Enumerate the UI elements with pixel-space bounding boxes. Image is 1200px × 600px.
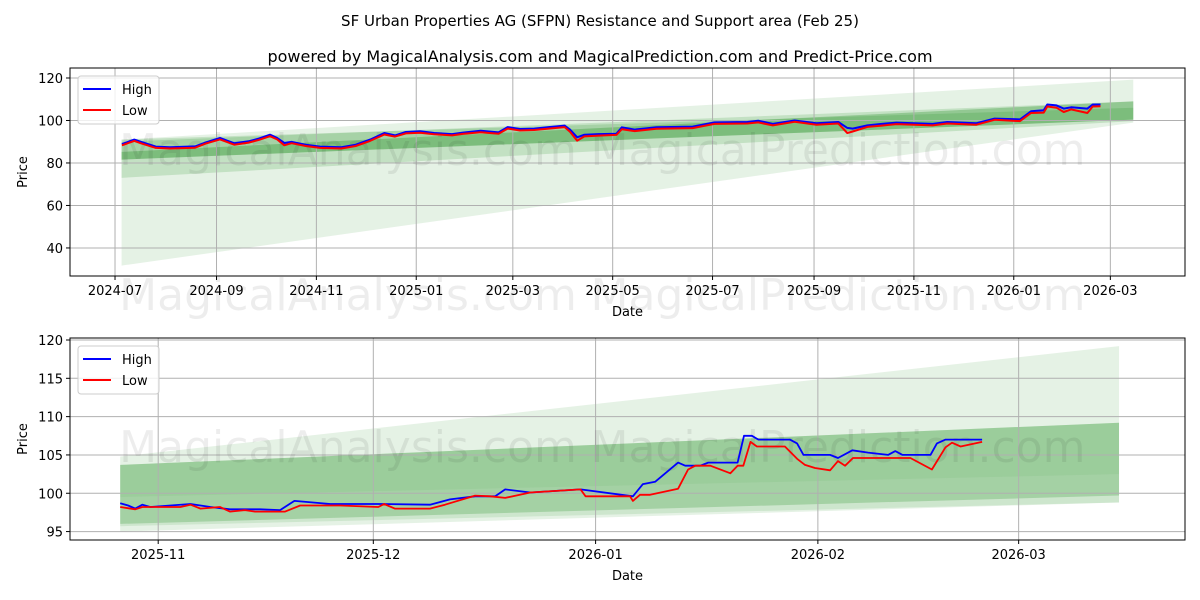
support-resistance-band — [120, 346, 1120, 532]
legend-label-low: Low — [122, 104, 148, 119]
x-tick-label: 2024-11 — [289, 284, 343, 299]
x-tick-label: 2026-01 — [568, 548, 622, 563]
top-chart-axes: 2024-07 2024-09 2024-11 2025-01 2025-03 2025-… — [16, 67, 1186, 321]
series-line-low — [121, 105, 1101, 150]
axes-frame — [69, 67, 1186, 277]
x-tick-label: 2025-11 — [131, 548, 185, 563]
x-tick-label: 2026-03 — [991, 548, 1045, 563]
x-tick-label: 2026-02 — [791, 548, 845, 563]
x-tick-label: 2025-12 — [346, 548, 400, 563]
y-tick-label: 100 — [38, 114, 63, 129]
legend-label-low: Low — [122, 374, 148, 389]
x-axis-label: Date — [612, 305, 643, 320]
series-line-high — [121, 103, 1101, 149]
x-tick-label: 2025-03 — [486, 284, 540, 299]
y-tick-label: 110 — [38, 411, 63, 426]
chart-title: SF Urban Properties AG (SFPN) Resistance… — [341, 12, 859, 30]
x-tick-label: 2024-07 — [88, 284, 142, 299]
x-tick-label: 2024-09 — [189, 284, 243, 299]
support-resistance-band — [120, 474, 1120, 527]
watermark-right: MagicalPrediction.com — [591, 270, 1086, 321]
legend: High Low — [77, 345, 160, 395]
y-tick-label: 60 — [46, 199, 63, 214]
watermark-right: MagicalPrediction.com — [591, 125, 1086, 176]
y-axis-label: Price — [16, 156, 31, 188]
axes-frame — [69, 337, 1186, 541]
y-tick-label: 40 — [46, 242, 63, 257]
y-tick-label: 80 — [46, 157, 63, 172]
legend-label-high: High — [122, 353, 152, 368]
y-tick-label: 115 — [38, 372, 63, 387]
x-tick-label: 2026-03 — [1083, 284, 1137, 299]
chart-subtitle: powered by MagicalAnalysis.com and Magic… — [267, 47, 932, 66]
y-tick-label: 95 — [46, 526, 63, 541]
x-tick-label: 2025-07 — [685, 284, 739, 299]
watermark-left: MagicalAnalysis.com — [119, 422, 577, 473]
x-tick-label: 2025-01 — [389, 284, 443, 299]
x-tick-label: 2025-11 — [887, 284, 941, 299]
support-resistance-band — [120, 422, 1120, 524]
watermark-left: MagicalAnalysis.com — [119, 270, 577, 321]
x-tick-label: 2026-01 — [987, 284, 1041, 299]
legend: High Low — [77, 75, 160, 125]
bottom-chart-axes: 2025-11 2025-12 2026-01 2026-02 2026-03 95 100… — [16, 334, 1186, 584]
series-line-low — [120, 440, 983, 513]
watermark-right: MagicalPrediction.com — [591, 422, 1086, 473]
support-resistance-band — [120, 422, 1120, 498]
y-tick-label: 105 — [38, 449, 63, 464]
x-axis-label: Date — [612, 569, 643, 584]
y-tick-label: 100 — [38, 487, 63, 502]
series-line-high — [119, 434, 983, 512]
watermark-left: MagicalAnalysis.com — [119, 125, 577, 176]
legend-label-high: High — [122, 83, 152, 98]
x-tick-label: 2025-09 — [787, 284, 841, 299]
x-tick-label: 2025-05 — [586, 284, 640, 299]
y-tick-label: 120 — [38, 72, 63, 87]
y-tick-label: 120 — [38, 334, 63, 349]
y-axis-label: Price — [16, 423, 31, 455]
